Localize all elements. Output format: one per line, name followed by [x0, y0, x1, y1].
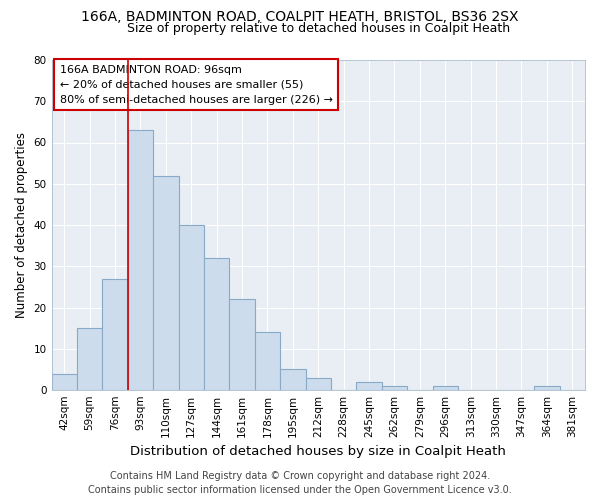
Text: Contains HM Land Registry data © Crown copyright and database right 2024.
Contai: Contains HM Land Registry data © Crown c…	[88, 471, 512, 495]
Bar	[77, 328, 103, 390]
Bar	[128, 130, 153, 390]
Bar	[305, 378, 331, 390]
Bar	[52, 374, 77, 390]
Bar	[153, 176, 179, 390]
Bar	[534, 386, 560, 390]
Text: 166A BADMINTON ROAD: 96sqm
← 20% of detached houses are smaller (55)
80% of semi: 166A BADMINTON ROAD: 96sqm ← 20% of deta…	[59, 65, 332, 104]
Title: Size of property relative to detached houses in Coalpit Heath: Size of property relative to detached ho…	[127, 22, 510, 35]
Bar	[103, 278, 128, 390]
Bar	[280, 370, 305, 390]
Y-axis label: Number of detached properties: Number of detached properties	[15, 132, 28, 318]
X-axis label: Distribution of detached houses by size in Coalpit Heath: Distribution of detached houses by size …	[130, 446, 506, 458]
Bar	[356, 382, 382, 390]
Bar	[255, 332, 280, 390]
Text: 166A, BADMINTON ROAD, COALPIT HEATH, BRISTOL, BS36 2SX: 166A, BADMINTON ROAD, COALPIT HEATH, BRI…	[81, 10, 519, 24]
Bar	[229, 299, 255, 390]
Bar	[382, 386, 407, 390]
Bar	[179, 225, 204, 390]
Bar	[204, 258, 229, 390]
Bar	[433, 386, 458, 390]
